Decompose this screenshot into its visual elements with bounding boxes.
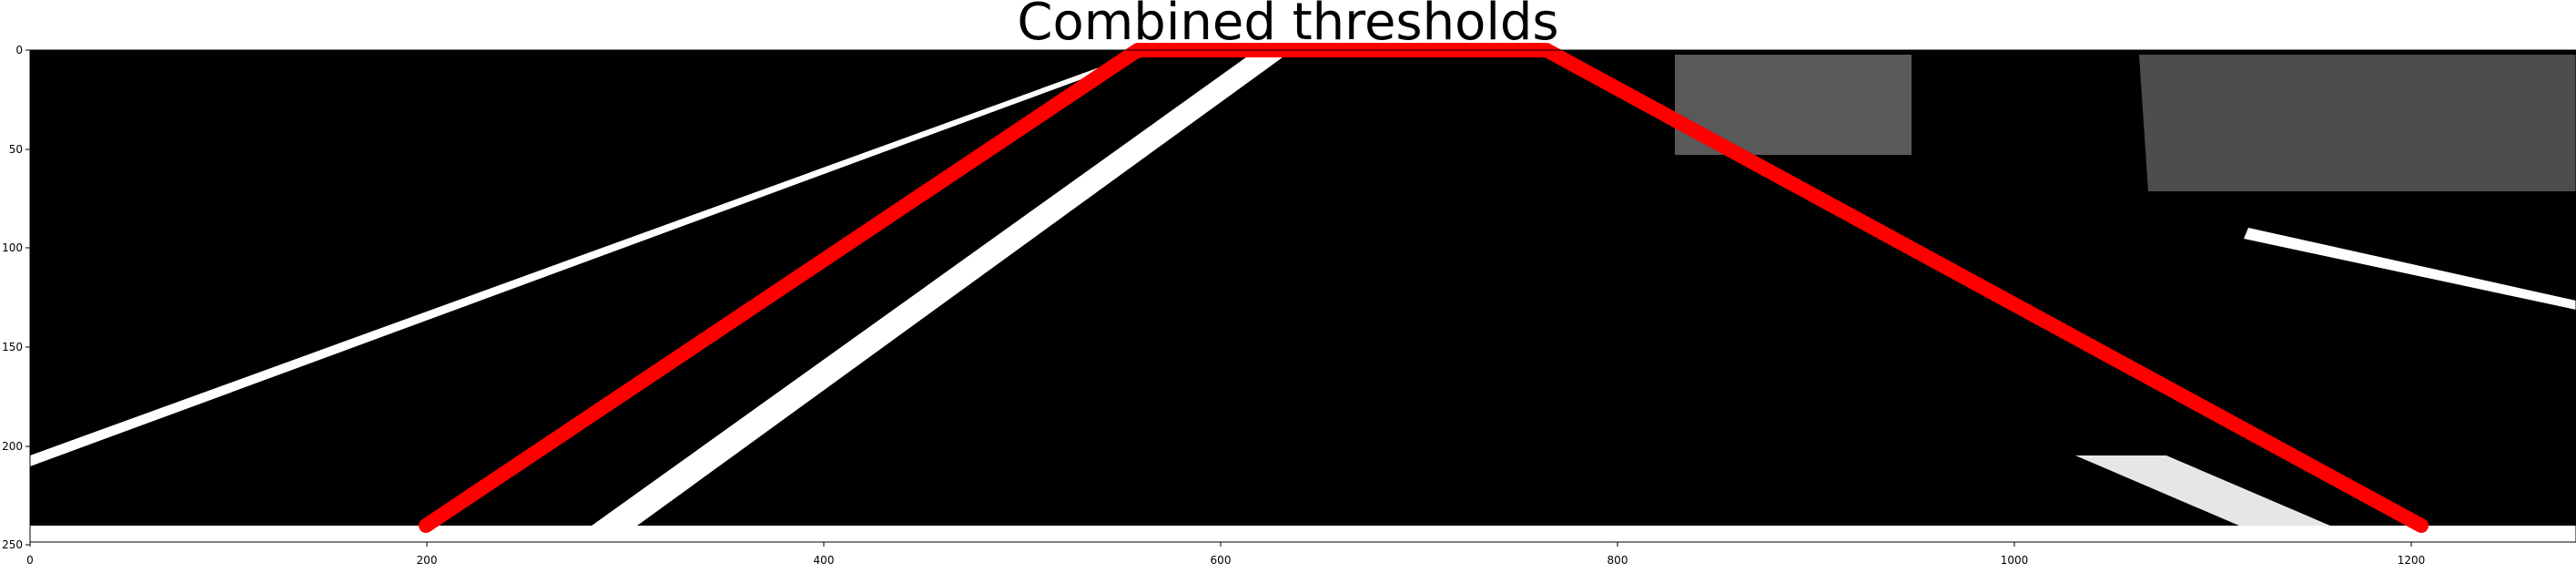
y-tick-50: 50	[9, 143, 23, 156]
x-tick-600: 600	[1211, 554, 1232, 567]
y-tick-100: 100	[2, 241, 23, 254]
x-axis: 0 200 400 600 800 1000 1200	[26, 542, 2425, 567]
x-tick-0: 0	[26, 554, 34, 567]
left-dashed-lane-line	[30, 50, 1161, 466]
y-axis: 0 50 100 150 200 250	[2, 44, 30, 551]
right-mid-streak	[2244, 228, 2576, 310]
x-tick-1000: 1000	[2001, 554, 2029, 567]
far-right-blob	[2139, 55, 2576, 191]
x-tick-800: 800	[1607, 554, 1628, 567]
y-tick-250: 250	[2, 538, 23, 551]
y-tick-150: 150	[2, 341, 23, 353]
y-tick-200: 200	[2, 440, 23, 453]
y-tick-0: 0	[15, 44, 23, 56]
axes-frame	[29, 49, 2576, 543]
car-blob-right	[1675, 55, 1912, 155]
x-tick-1200: 1200	[2398, 554, 2426, 567]
x-tick-200: 200	[417, 554, 438, 567]
threshold-image-background	[30, 50, 2576, 526]
lower-right-streak	[2075, 455, 2330, 526]
threshold-blobs	[30, 50, 2576, 526]
x-tick-400: 400	[814, 554, 835, 567]
right-lane-line	[592, 50, 1293, 526]
